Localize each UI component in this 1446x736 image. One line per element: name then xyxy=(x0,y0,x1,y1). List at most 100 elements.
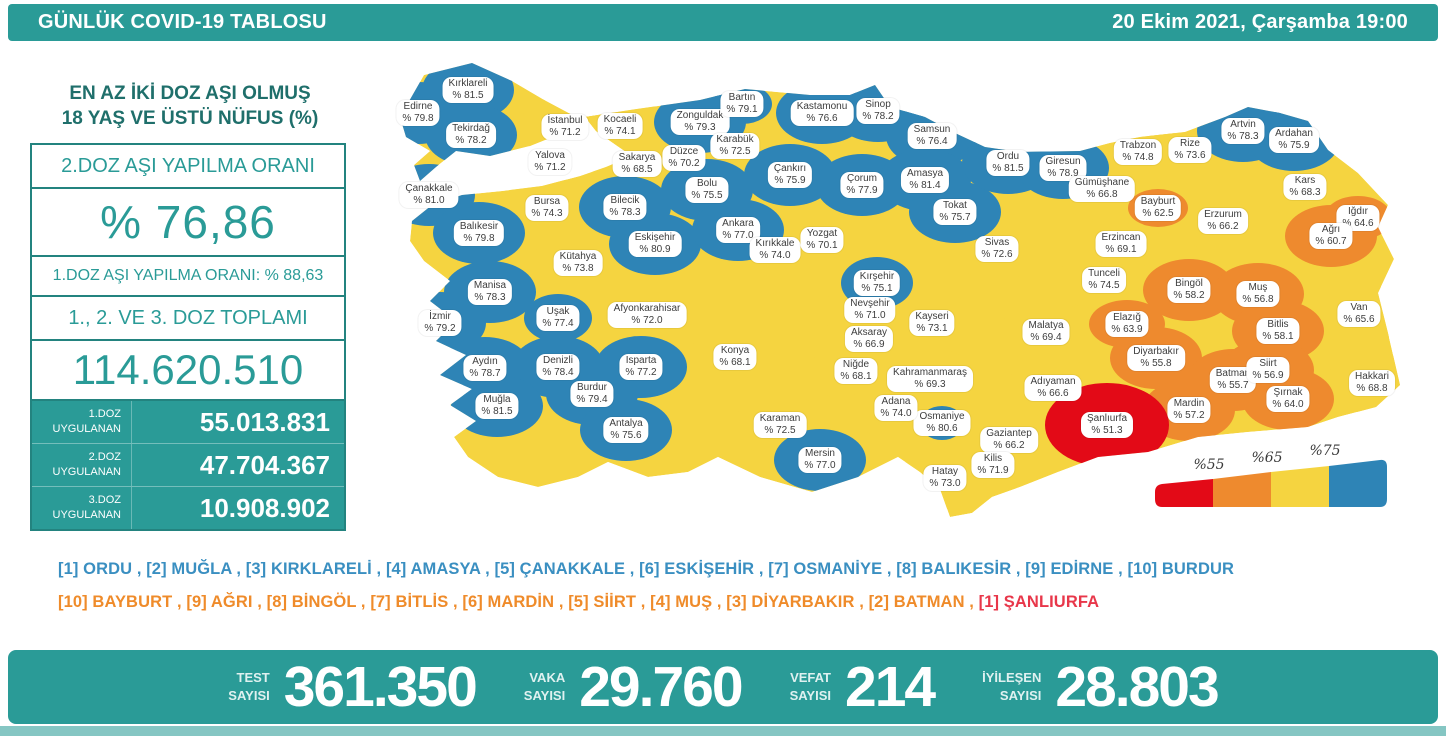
dose-row-2-label-line1: 2.DOZ xyxy=(88,451,121,464)
province-label: Bursa% 74.3 xyxy=(525,195,569,221)
header-bar: GÜNLÜK COVID-19 TABLOSU 20 Ekim 2021, Ça… xyxy=(8,4,1438,41)
province-label: Bolu% 75.5 xyxy=(685,177,729,203)
province-label: Çanakkale% 81.0 xyxy=(399,182,459,208)
province-label: Hatay% 73.0 xyxy=(923,465,967,491)
dose-row-1: 1.DOZ UYGULANAN 55.013.831 xyxy=(32,401,344,444)
stat-death-label: VEFAT SAYISI xyxy=(790,669,831,704)
province-label: Yalova% 71.2 xyxy=(528,149,572,175)
province-label: Muğla% 81.5 xyxy=(475,393,519,419)
legend-segment-red xyxy=(1155,479,1213,507)
province-label: Muş% 56.8 xyxy=(1236,281,1280,307)
vaccine-panel-title: EN AZ İKİ DOZ AŞI OLMUŞ 18 YAŞ VE ÜSTÜ N… xyxy=(28,82,352,131)
rank-item: [8] BİNGÖL xyxy=(266,593,357,611)
province-label: Siirt% 56.9 xyxy=(1246,357,1290,383)
rank-item: [10] BAYBURT xyxy=(58,593,173,611)
rank-item: [2] BATMAN xyxy=(868,593,965,611)
province-label: Tekirdağ% 78.2 xyxy=(446,122,496,148)
province-label: Malatya% 69.4 xyxy=(1022,319,1070,345)
stat-test-value: 361.350 xyxy=(283,655,478,719)
province-label: Kilis% 71.9 xyxy=(971,452,1015,478)
dose-row-2-label-line2: UYGULANAN xyxy=(52,466,121,478)
stat-case-label-line2: SAYISI xyxy=(523,688,566,703)
rank-item: [1] ŞANLIURFA xyxy=(978,593,1100,611)
province-labels-layer: Kırklareli% 81.5 Edirne% 79.8 Tekirdağ% 78… xyxy=(380,55,1446,547)
rank-item: [1] ORDU xyxy=(58,560,133,578)
stat-death-label-line2: SAYISI xyxy=(789,688,831,703)
dose-row-3: 3.DOZ UYGULANAN 10.908.902 xyxy=(32,487,344,529)
daily-stats-bar: TEST SAYISI 361.350 VAKA SAYISI 29.760 V… xyxy=(8,650,1438,724)
stat-death-label-line1: VEFAT xyxy=(790,670,831,686)
date-time: 20 Ekim 2021, Çarşamba 19:00 xyxy=(1112,11,1408,33)
province-label: Artvin% 78.3 xyxy=(1221,118,1265,144)
rank-item: [6] MARDİN xyxy=(462,593,555,611)
dose-row-1-label-line2: UYGULANAN xyxy=(52,423,121,435)
province-label: Mersin% 77.0 xyxy=(798,447,842,473)
stat-case-value: 29.760 xyxy=(579,655,743,719)
province-label: Kırıkkale% 74.0 xyxy=(749,237,801,263)
province-label: Burdur% 79.4 xyxy=(570,381,614,407)
province-label: Gaziantep% 66.2 xyxy=(980,427,1038,453)
dose1-rate-line: 1.DOZ AŞI YAPILMA ORANI: % 88,63 xyxy=(32,257,344,297)
total-doses-label: 1., 2. VE 3. DOZ TOPLAMI xyxy=(32,297,344,341)
dose-row-3-label: 3.DOZ UYGULANAN xyxy=(32,487,132,529)
province-label: Elazığ% 63.9 xyxy=(1105,311,1149,337)
province-label: İstanbul% 71.2 xyxy=(541,114,589,140)
province-label: Osmaniye% 80.6 xyxy=(913,410,971,436)
rank-item: [5] ÇANAKKALE xyxy=(494,560,626,578)
province-label: Kırklareli% 81.5 xyxy=(442,77,494,103)
footer-strip xyxy=(0,726,1446,736)
province-label: Aydın% 78.7 xyxy=(463,355,507,381)
province-label: Kahramanmaraş% 69.3 xyxy=(887,366,973,392)
province-label: Bingöl% 58.2 xyxy=(1167,277,1211,303)
stat-death-value: 214 xyxy=(845,655,936,719)
vaccine-panel: 2.DOZ AŞI YAPILMA ORANI % 76,86 1.DOZ AŞ… xyxy=(30,143,346,531)
province-label: Karaman% 72.5 xyxy=(753,412,807,438)
stat-test-label-line1: TEST xyxy=(236,670,270,686)
stat-case: VAKA SAYISI 29.760 xyxy=(524,654,744,720)
province-label: Ardahan% 75.9 xyxy=(1269,127,1319,153)
dose-row-2-label: 2.DOZ UYGULANAN xyxy=(32,444,132,486)
province-label: Sivas% 72.6 xyxy=(975,236,1019,262)
province-label: Karabük% 72.5 xyxy=(710,133,760,159)
province-label: Sinop% 78.2 xyxy=(856,98,900,124)
dose-row-2: 2.DOZ UYGULANAN 47.704.367 xyxy=(32,444,344,487)
legend-segment-blue xyxy=(1329,459,1387,507)
stat-case-label: VAKA SAYISI xyxy=(524,669,565,704)
vaccine-panel-title-line2: 18 YAŞ VE ÜSTÜ NÜFUS (%) xyxy=(61,107,319,129)
legend-label-55: %55 xyxy=(1193,457,1224,473)
stat-test-label-line2: SAYISI xyxy=(228,688,270,703)
province-label: Samsun% 76.4 xyxy=(907,123,957,149)
turkey-vaccination-map: %55 %65 %75 Kırklareli% 81.5 Edirne% 79.8… xyxy=(380,55,1446,547)
map-legend: %55 %65 %75 xyxy=(1155,443,1387,507)
province-label: Balıkesir% 79.8 xyxy=(453,220,505,246)
province-label: Yozgat% 70.1 xyxy=(800,227,844,253)
dose-row-3-label-line1: 3.DOZ xyxy=(88,494,121,507)
province-label: Hakkari% 68.8 xyxy=(1349,370,1395,396)
stat-recovered: İYİLEŞEN SAYISI 28.803 xyxy=(982,654,1220,720)
stat-case-label-line1: VAKA xyxy=(529,670,566,686)
stat-test: TEST SAYISI 361.350 xyxy=(228,654,478,720)
province-label: Kayseri% 73.1 xyxy=(909,310,955,336)
province-label: Erzurum% 66.2 xyxy=(1198,208,1248,234)
province-label: Bartın% 79.1 xyxy=(720,91,764,117)
province-label: Erzincan% 69.1 xyxy=(1095,231,1147,257)
province-label: Isparta% 77.2 xyxy=(619,354,663,380)
dose-row-3-label-line2: UYGULANAN xyxy=(52,509,121,521)
rank-item: [4] AMASYA xyxy=(385,560,481,578)
province-label: Düzce% 70.2 xyxy=(662,145,706,171)
province-label: Adana% 74.0 xyxy=(874,395,918,421)
dose-row-1-value: 55.013.831 xyxy=(199,406,330,437)
province-label: Uşak% 77.4 xyxy=(536,305,580,331)
province-label: Niğde% 68.1 xyxy=(834,358,878,384)
province-label: Tokat% 75.7 xyxy=(933,199,977,225)
province-label: Bayburt% 62.5 xyxy=(1134,195,1182,221)
dose2-rate-label: 2.DOZ AŞI YAPILMA ORANI xyxy=(32,145,344,189)
legend-segment-orange xyxy=(1213,472,1271,507)
province-label: Mardin% 57.2 xyxy=(1167,397,1211,423)
dose-row-3-value: 10.908.902 xyxy=(199,492,330,523)
province-label: Adıyaman% 66.6 xyxy=(1024,375,1082,401)
province-label: Çankırı% 75.9 xyxy=(767,162,813,188)
rank-item: [3] KIRKLARELİ xyxy=(245,560,372,578)
province-label: Kütahya% 73.8 xyxy=(553,250,603,276)
province-label: Manisa% 78.3 xyxy=(467,279,513,305)
